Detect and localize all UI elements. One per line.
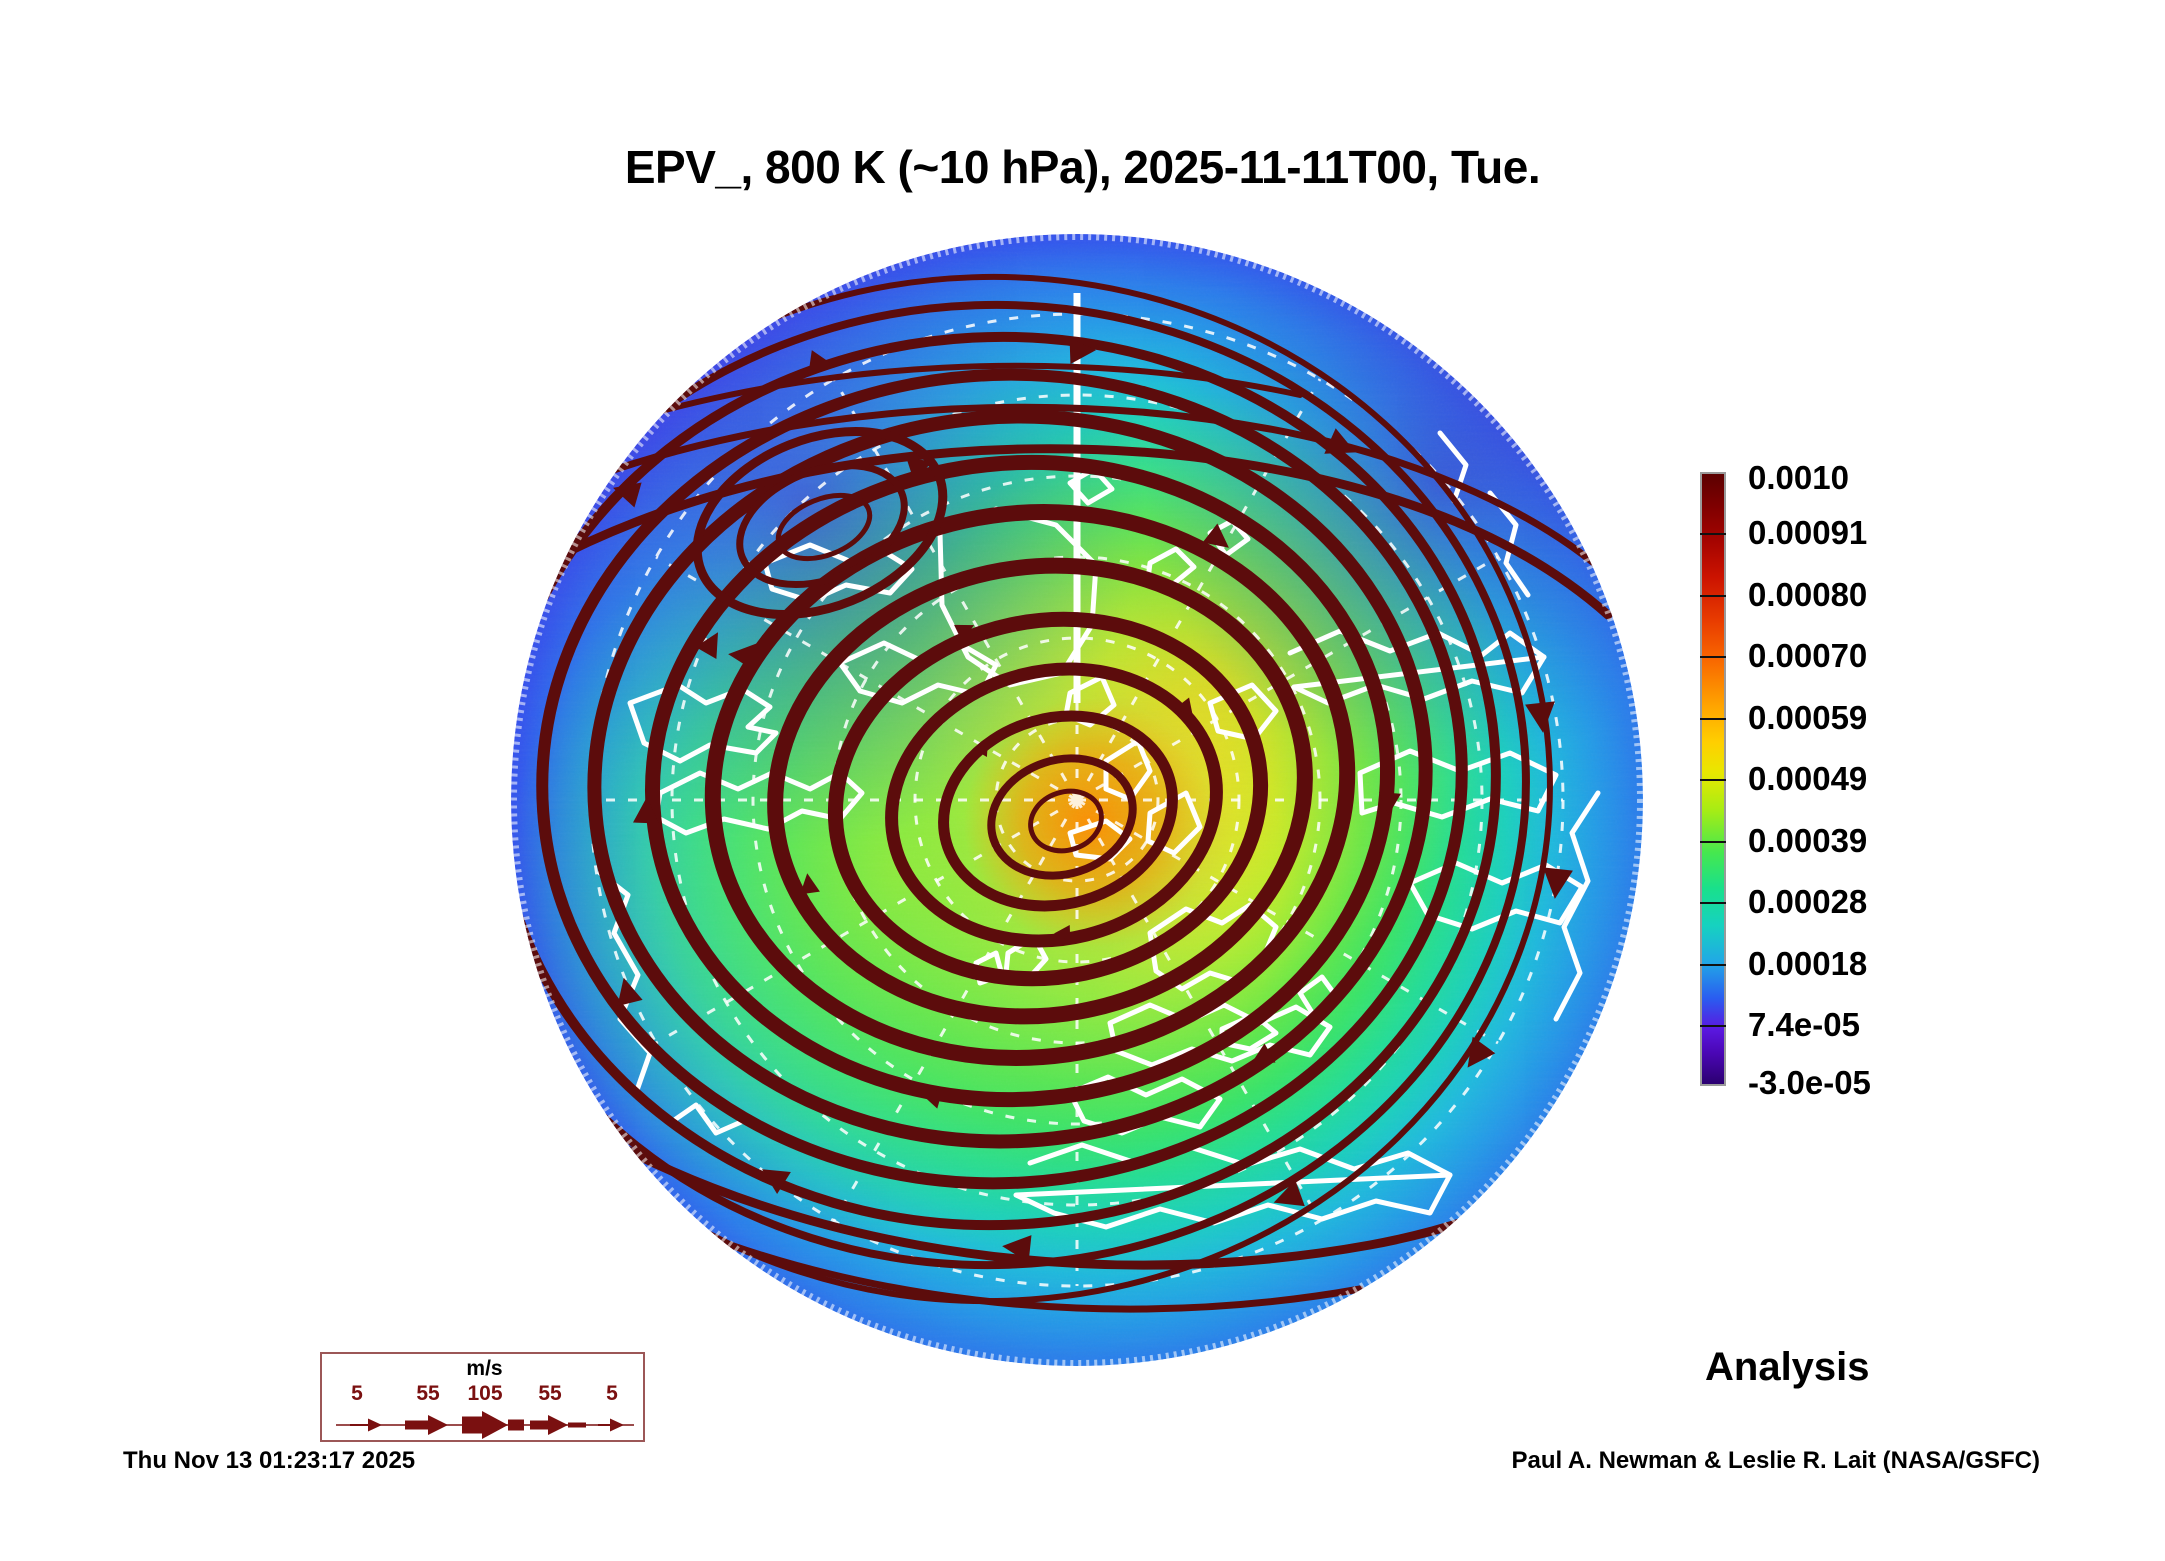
- wind-streamlines: [511, 273, 1635, 1313]
- wind-speed-legend: m/s 5 55 105 55 5: [320, 1352, 645, 1442]
- colorbar: 0.0010 0.00091 0.00080 0.00070 0.00059 0…: [1700, 459, 2130, 1101]
- wind-value: 5: [606, 1382, 618, 1405]
- wind-value: 55: [416, 1382, 440, 1405]
- colorbar-tick: [1700, 964, 1726, 966]
- colorbar-tick: [1700, 595, 1726, 597]
- colorbar-label: 0.00059: [1748, 699, 1868, 736]
- colorbar-label: 0.00091: [1748, 514, 1868, 551]
- streamline-arrowheads: [613, 338, 1573, 1263]
- colorbar-tick: [1700, 779, 1726, 781]
- colorbar-label: 0.0010: [1748, 459, 1849, 496]
- wind-value: 5: [351, 1382, 363, 1405]
- colorbar-tick: [1700, 533, 1726, 535]
- generation-timestamp: Thu Nov 13 01:23:17 2025: [123, 1447, 416, 1474]
- colorbar-label: 0.00028: [1748, 883, 1868, 920]
- wind-value: 55: [538, 1382, 562, 1405]
- page-title: EPV_, 800 K (~10 hPa), 2025-11-11T00, Tu…: [624, 141, 1541, 193]
- colorbar-tick: [1700, 656, 1726, 658]
- colorbar-label: 0.00018: [1748, 945, 1868, 982]
- map-data-layer: [511, 234, 1643, 1366]
- colorbar-tick: [1700, 1025, 1726, 1027]
- wind-units-label: m/s: [466, 1357, 503, 1380]
- colorbar-tick: [1700, 902, 1726, 904]
- colorbar-label: 0.00049: [1748, 760, 1868, 797]
- colorbar-label: 7.4e-05: [1748, 1006, 1860, 1043]
- colorbar-label: -3.0e-05: [1748, 1064, 1871, 1101]
- map-rim-dither: [511, 234, 1643, 1366]
- colorbar-label: 0.00080: [1748, 576, 1868, 613]
- wind-value: 105: [467, 1382, 503, 1405]
- analysis-label: Analysis: [1705, 1345, 1870, 1389]
- colorbar-tick: [1700, 718, 1726, 720]
- wind-arrow-scale: [336, 1411, 634, 1439]
- author-credit: Paul A. Newman & Leslie R. Lait (NASA/GS…: [1511, 1447, 2040, 1474]
- colorbar-tick: [1700, 841, 1726, 843]
- colorbar-label: 0.00070: [1748, 637, 1868, 674]
- polar-map-svg: [511, 234, 1643, 1366]
- colorbar-label: 0.00039: [1748, 822, 1868, 859]
- polar-map: [510, 233, 1644, 1367]
